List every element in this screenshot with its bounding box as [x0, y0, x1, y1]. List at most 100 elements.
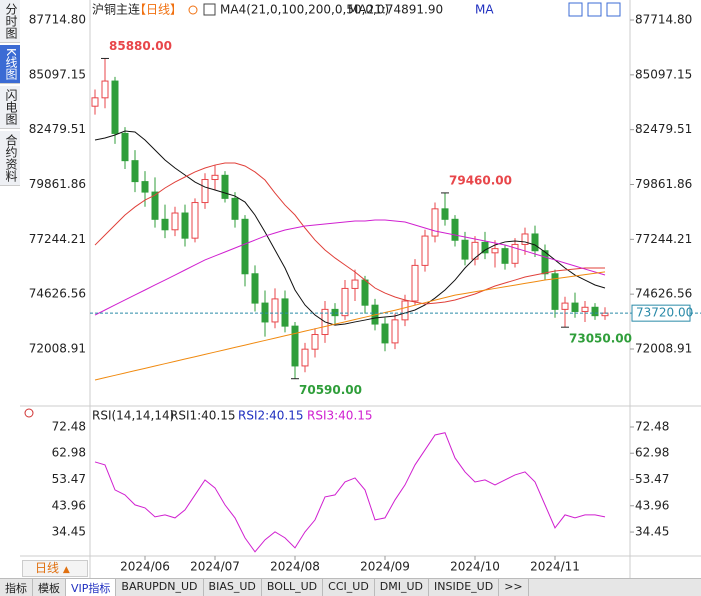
candle-body [511, 243, 519, 264]
candle-body [571, 302, 579, 312]
candle-body [191, 202, 199, 239]
candle-body [201, 179, 209, 204]
candle-body [421, 235, 429, 266]
indicator-tab[interactable]: INSIDE_UD [429, 579, 500, 596]
candle-body [351, 279, 359, 289]
ma-line [94, 219, 606, 316]
candle-body [491, 248, 499, 254]
y-tick-label: 77244.21 [29, 232, 86, 246]
extreme-label: 79460.00 [449, 173, 512, 187]
x-tick-label: 2024/08 [270, 560, 320, 574]
indicator-tabs: 指标 模板 VIP指标 BARUPDN_UD BIAS_UD BOLL_UD CCI_UD D… [0, 578, 701, 596]
y-tick-label: 72.48 [52, 419, 86, 433]
indicator-tab[interactable]: 模板 [33, 579, 66, 596]
toggle-icon[interactable] [203, 3, 216, 16]
chart-title: 沪铜主连 [92, 2, 140, 17]
candle-body [391, 319, 399, 344]
ma-line [94, 432, 606, 553]
candle-body [311, 334, 319, 350]
icon[interactable] [606, 2, 621, 17]
x-tick-label: 2024/07 [190, 560, 240, 574]
indicator-tab[interactable]: BARUPDN_UD [116, 579, 204, 596]
indicator-tab[interactable]: DMI_UD [375, 579, 430, 596]
candle-body [131, 160, 139, 183]
y-tick-label: 43.96 [52, 498, 86, 512]
y-tick-label: 72008.91 [635, 341, 692, 355]
indicator-label: RSI1:40.15 [170, 409, 236, 423]
candle-body [581, 306, 589, 312]
icon[interactable] [587, 2, 602, 17]
candle-body [541, 250, 549, 275]
indicator-tab[interactable]: >> [499, 579, 529, 596]
candle-body [281, 298, 289, 327]
indicator-tab[interactable]: 指标 [0, 579, 33, 596]
candle-body [301, 348, 309, 367]
y-tick-label: 85097.15 [635, 67, 692, 81]
candle-body [161, 218, 169, 231]
period-label: 【日线】 [134, 3, 182, 17]
y-tick-label: 72.48 [635, 419, 669, 433]
candle-body [361, 279, 369, 306]
y-tick-label: 34.45 [52, 525, 86, 539]
last-price-label: 73720.00 [636, 306, 693, 320]
candle-body [231, 197, 239, 220]
x-tick-label: 2024/09 [360, 560, 410, 574]
candle-body [431, 208, 439, 237]
y-tick-label: 85097.15 [29, 67, 86, 81]
candle-body [111, 80, 119, 134]
period-button-label: 日线 [35, 561, 60, 575]
y-tick-label: 72008.91 [29, 341, 86, 355]
window-icons [568, 2, 621, 17]
candle-body [451, 218, 459, 241]
indicator-tab[interactable]: VIP指标 [66, 579, 117, 596]
candle-body [101, 80, 109, 99]
candle-body [331, 308, 339, 317]
sidebar-tab[interactable]: K线图 [0, 45, 20, 84]
rsi-title: RSI(14,14,14) [92, 409, 174, 423]
x-tick-label: 2024/10 [450, 560, 500, 574]
candle-body [171, 212, 179, 231]
candle-body [411, 264, 419, 302]
period-button[interactable]: 日线 ▲ [22, 560, 88, 577]
candle-body [151, 191, 159, 220]
y-tick-label: 62.98 [52, 446, 86, 460]
y-tick-label: 34.45 [635, 525, 669, 539]
indicator-label: MA21:74891.90 [348, 3, 443, 17]
sidebar-tab[interactable]: 闪电图 [0, 85, 20, 129]
indicator-tab[interactable]: BOLL_UD [262, 579, 324, 596]
ma-line [94, 271, 606, 381]
candle-body [401, 300, 409, 321]
y-tick-label: 87714.80 [635, 13, 692, 27]
candle-body [531, 233, 539, 252]
icon[interactable] [568, 2, 583, 17]
extreme-label: 70590.00 [299, 383, 362, 397]
candle-body [501, 248, 509, 264]
indicator-label: RSI3:40.15 [307, 409, 373, 423]
sidebar-tab[interactable]: 分时图 [0, 0, 20, 43]
candle-body [91, 97, 99, 107]
candle-body [121, 132, 129, 162]
rsi-icon[interactable] [24, 408, 34, 418]
last-price-box [631, 304, 691, 322]
y-tick-label: 62.98 [635, 446, 669, 460]
sidebar-tab[interactable]: 合约资料 [0, 130, 20, 186]
settings-icon[interactable] [188, 5, 198, 15]
y-tick-label: 74626.56 [29, 287, 86, 301]
sidebar: 分时图 K线图 闪电图 合约资料 [0, 0, 20, 188]
candle-body [211, 174, 219, 181]
y-tick-label: 53.47 [52, 472, 86, 486]
candle-body [521, 233, 529, 245]
indicator-tab[interactable]: BIAS_UD [204, 579, 262, 596]
y-tick-label: 53.47 [635, 472, 669, 486]
indicator-tab[interactable]: CCI_UD [323, 579, 375, 596]
y-tick-label: 43.96 [635, 498, 669, 512]
extreme-label: 85880.00 [109, 39, 172, 53]
ma-line [94, 130, 606, 326]
candle-body [251, 273, 259, 304]
y-tick-label: 77244.21 [635, 232, 692, 246]
x-tick-label: 2024/11 [530, 560, 580, 574]
y-tick-label: 74626.56 [635, 287, 692, 301]
chart: 沪铜主连 【日线】 RSI(14,14,14) MA4(21,0,100,200… [20, 0, 701, 578]
y-tick-label: 79861.86 [29, 177, 86, 191]
